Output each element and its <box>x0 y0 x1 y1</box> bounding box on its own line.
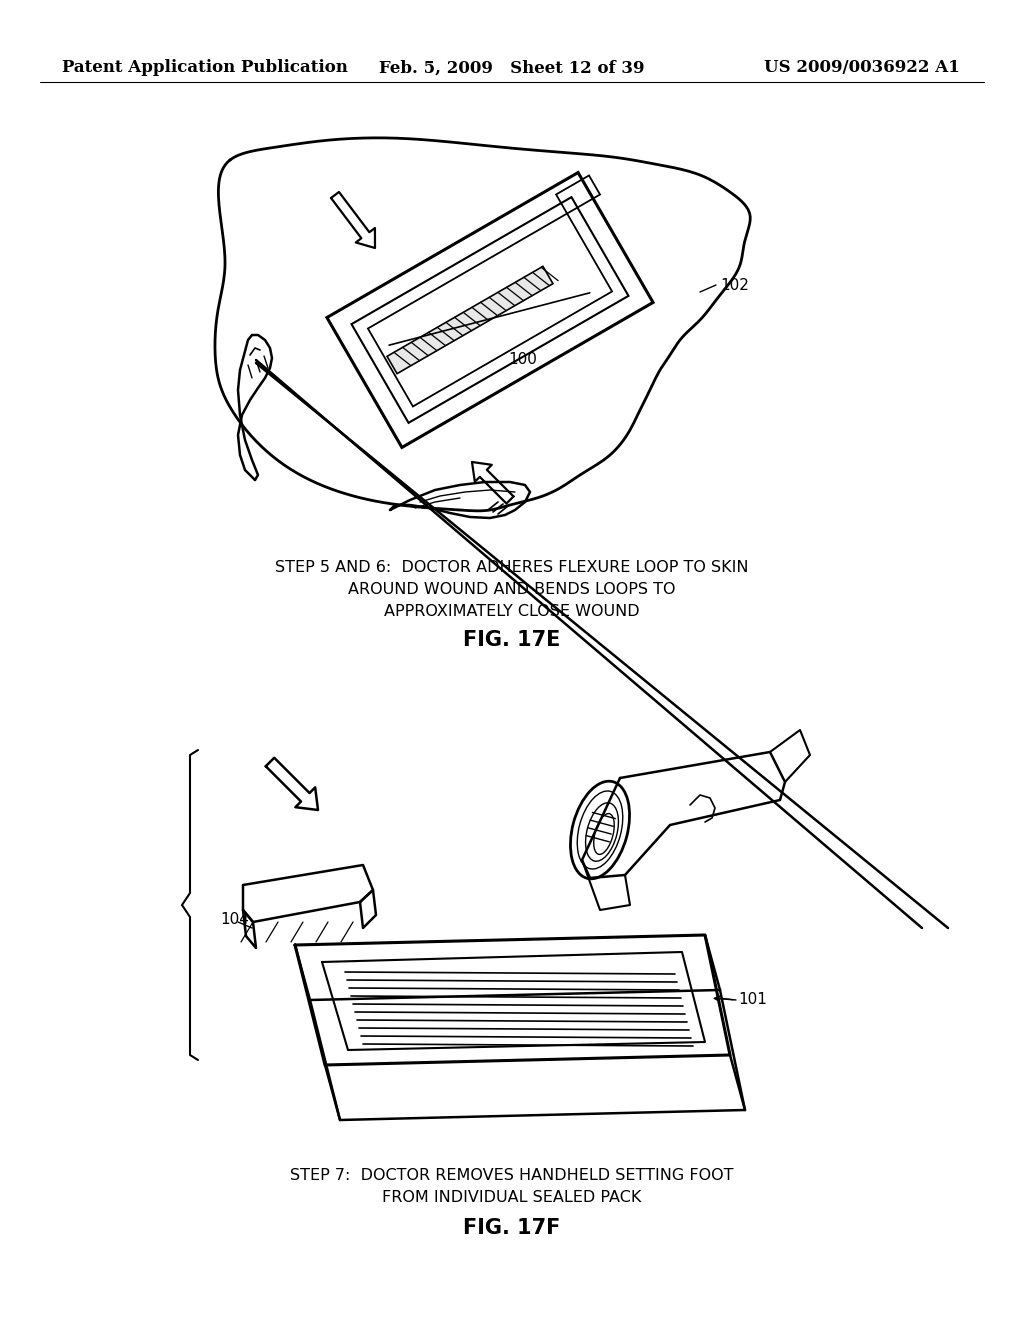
Text: STEP 7:  DOCTOR REMOVES HANDHELD SETTING FOOT: STEP 7: DOCTOR REMOVES HANDHELD SETTING … <box>290 1167 734 1183</box>
Text: STEP 5 AND 6:  DOCTOR ADHERES FLEXURE LOOP TO SKIN: STEP 5 AND 6: DOCTOR ADHERES FLEXURE LOO… <box>275 561 749 576</box>
Text: 104: 104 <box>220 912 249 928</box>
Text: 100: 100 <box>508 352 537 367</box>
Text: Feb. 5, 2009   Sheet 12 of 39: Feb. 5, 2009 Sheet 12 of 39 <box>379 59 645 77</box>
Text: AROUND WOUND AND BENDS LOOPS TO: AROUND WOUND AND BENDS LOOPS TO <box>348 582 676 598</box>
Text: 102: 102 <box>720 277 749 293</box>
Text: FROM INDIVIDUAL SEALED PACK: FROM INDIVIDUAL SEALED PACK <box>382 1189 642 1204</box>
Text: 101: 101 <box>738 993 767 1007</box>
Text: FIG. 17F: FIG. 17F <box>463 1218 561 1238</box>
Text: US 2009/0036922 A1: US 2009/0036922 A1 <box>764 59 961 77</box>
Text: Patent Application Publication: Patent Application Publication <box>62 59 348 77</box>
Text: FIG. 17E: FIG. 17E <box>463 630 561 649</box>
Text: APPROXIMATELY CLOSE WOUND: APPROXIMATELY CLOSE WOUND <box>384 605 640 619</box>
Polygon shape <box>387 267 553 374</box>
